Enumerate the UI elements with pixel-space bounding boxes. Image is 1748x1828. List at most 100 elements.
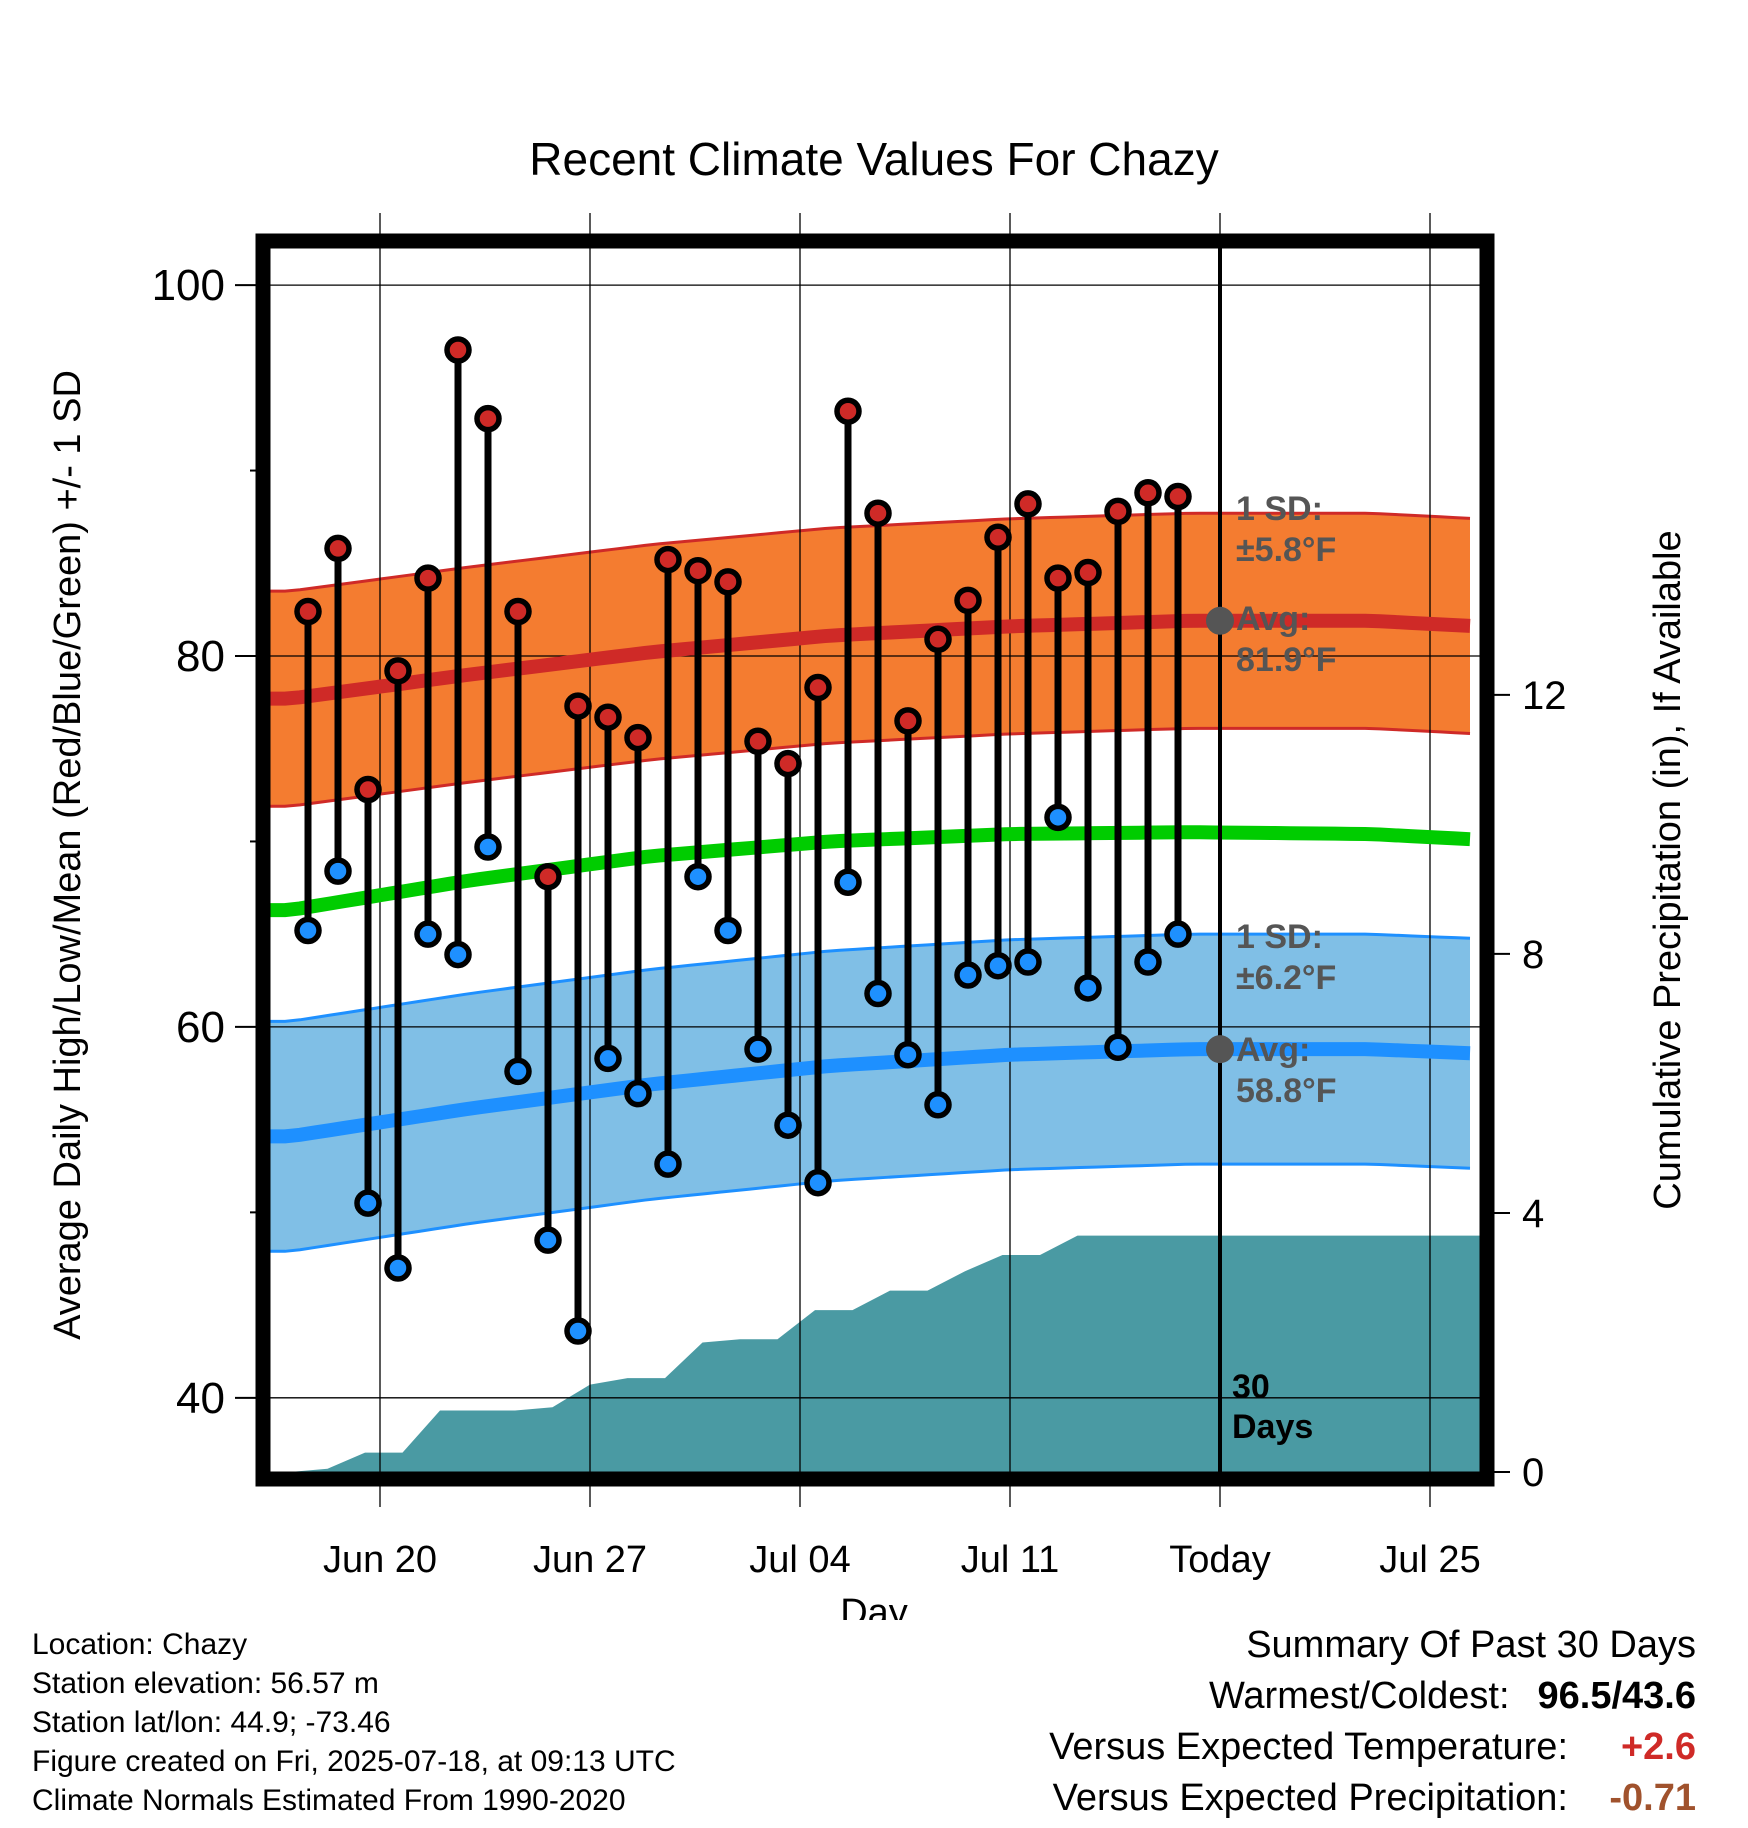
low-point-28 [1134,948,1162,976]
y2-axis-label: Cumulative Precipitation (in), If Availa… [1647,530,1689,1209]
low-point-22 [954,961,982,989]
x-axis-label: Day [840,1592,908,1620]
y2-tick-label-0: 0 [1522,1451,1544,1495]
high-point-6 [474,404,502,433]
y2-tick-label-2: 8 [1522,933,1544,977]
low-point-8 [534,1226,562,1254]
high-avg-label: Avg: [1236,600,1310,638]
high-point-25 [1044,564,1072,592]
low-point-9 [564,1317,592,1345]
low-point-6 [474,833,502,861]
latlon-text: Station lat/lon: 44.9; -73.46 [32,1706,391,1739]
low-point-14 [714,916,742,945]
summary-precip-row: Versus Expected Precipitation: -0.71 [1049,1773,1696,1824]
created-text: Figure created on Fri, 2025-07-18, at 09… [32,1745,676,1778]
daily-range-stems [304,350,1182,1332]
low-point-20 [894,1040,922,1069]
low-sd-band-lower-edge [270,1162,1471,1253]
low-point-11 [624,1079,652,1108]
high-point-0 [294,597,322,626]
normal-bands [270,511,1471,1253]
summary-panel: Summary Of Past 30 Days Warmest/Coldest:… [1049,1620,1696,1824]
low-point-25 [1044,803,1072,832]
summary-title: Summary Of Past 30 Days [1246,1624,1696,1666]
low-point-19 [864,979,892,1008]
chart-title: Recent Climate Values For Chazy [529,133,1218,185]
high-sd-band-lower-edge [270,726,1471,808]
x-tick-label-0: Jun 20 [323,1539,437,1581]
low-point-5 [444,940,472,969]
high-point-22 [954,586,982,615]
y-tick-label-1: 60 [176,1003,225,1052]
warmest-value: 96.5/43.6 [1537,1675,1696,1717]
warmest-label: Warmest/Coldest: [1208,1675,1510,1717]
precip-area [290,1235,1480,1472]
low-point-10 [594,1044,622,1073]
y2-tick-label-1: 4 [1522,1192,1544,1236]
high-point-14 [714,568,742,596]
high-point-13 [684,556,712,585]
days-word: Days [1232,1408,1313,1446]
today-low-normal-point [1206,1035,1234,1064]
high-point-21 [924,625,952,654]
high-point-16 [774,749,802,778]
high-point-12 [654,545,682,574]
high-point-1 [324,534,352,563]
high-sd-label: 1 SD: [1236,490,1323,528]
high-avg-value: 81.9°F [1236,641,1337,679]
low-sd-label: 1 SD: [1236,918,1323,956]
precip-value: -0.71 [1609,1777,1696,1819]
high-point-29 [1164,482,1192,511]
y-tick-label-3: 100 [152,261,225,310]
low-point-15 [744,1035,772,1063]
normal-high-line [270,613,1471,706]
high-point-20 [894,707,922,735]
low-point-23 [984,951,1012,980]
low-point-12 [654,1150,682,1178]
y2-tick-label-3: 12 [1522,674,1567,718]
location-text: Location: Chazy [32,1628,248,1661]
low-sd-band-upper-edge [270,932,1471,1023]
high-point-27 [1104,497,1132,526]
low-point-29 [1164,920,1192,948]
x-tick-label-1: Jun 27 [533,1539,647,1581]
elevation-text: Station elevation: 56.57 m [32,1667,379,1700]
high-point-4 [414,564,442,592]
high-sd-band-fill [270,513,1470,807]
plot-frame [255,233,1495,1487]
x-tick-label-3: Jul 11 [961,1539,1060,1581]
temp-value: +2.6 [1620,1726,1696,1768]
low-point-27 [1104,1033,1132,1062]
high-point-17 [804,673,832,702]
high-point-19 [864,499,892,527]
low-avg-value: 58.8°F [1236,1072,1337,1110]
normal-lines [270,613,1471,1144]
high-point-28 [1134,479,1162,507]
high-point-9 [564,692,592,720]
low-point-16 [774,1111,802,1139]
high-point-2 [354,775,382,804]
climate-chart: Recent Climate Values For Chazy 1 SD:±5.… [47,133,1689,1620]
low-sd-band-fill [270,934,1470,1252]
temp-label: Versus Expected Temperature: [1049,1726,1568,1768]
low-point-0 [294,916,322,945]
low-point-2 [354,1189,382,1217]
x-tick-label-2: Jul 04 [749,1539,850,1581]
low-point-24 [1014,948,1042,976]
plot-border [255,233,1495,1487]
precip-label: Versus Expected Precipitation: [1052,1777,1568,1819]
y-tick-label-0: 40 [176,1374,225,1423]
low-point-18 [834,868,862,897]
high-point-8 [534,862,562,891]
today-high-normal-point [1206,606,1234,635]
summary-temp-row: Versus Expected Temperature: +2.6 [1049,1722,1696,1773]
y-tick-label-2: 80 [176,632,225,681]
high-point-15 [744,727,772,756]
low-sd-value: ±6.2°F [1236,959,1336,997]
high-point-11 [624,723,652,752]
high-sd-value: ±5.8°F [1236,531,1336,569]
high-point-5 [444,336,472,364]
summary-warmest-row: Warmest/Coldest: 96.5/43.6 [1049,1671,1696,1722]
x-tick-label-5: Jul 25 [1379,1539,1480,1581]
